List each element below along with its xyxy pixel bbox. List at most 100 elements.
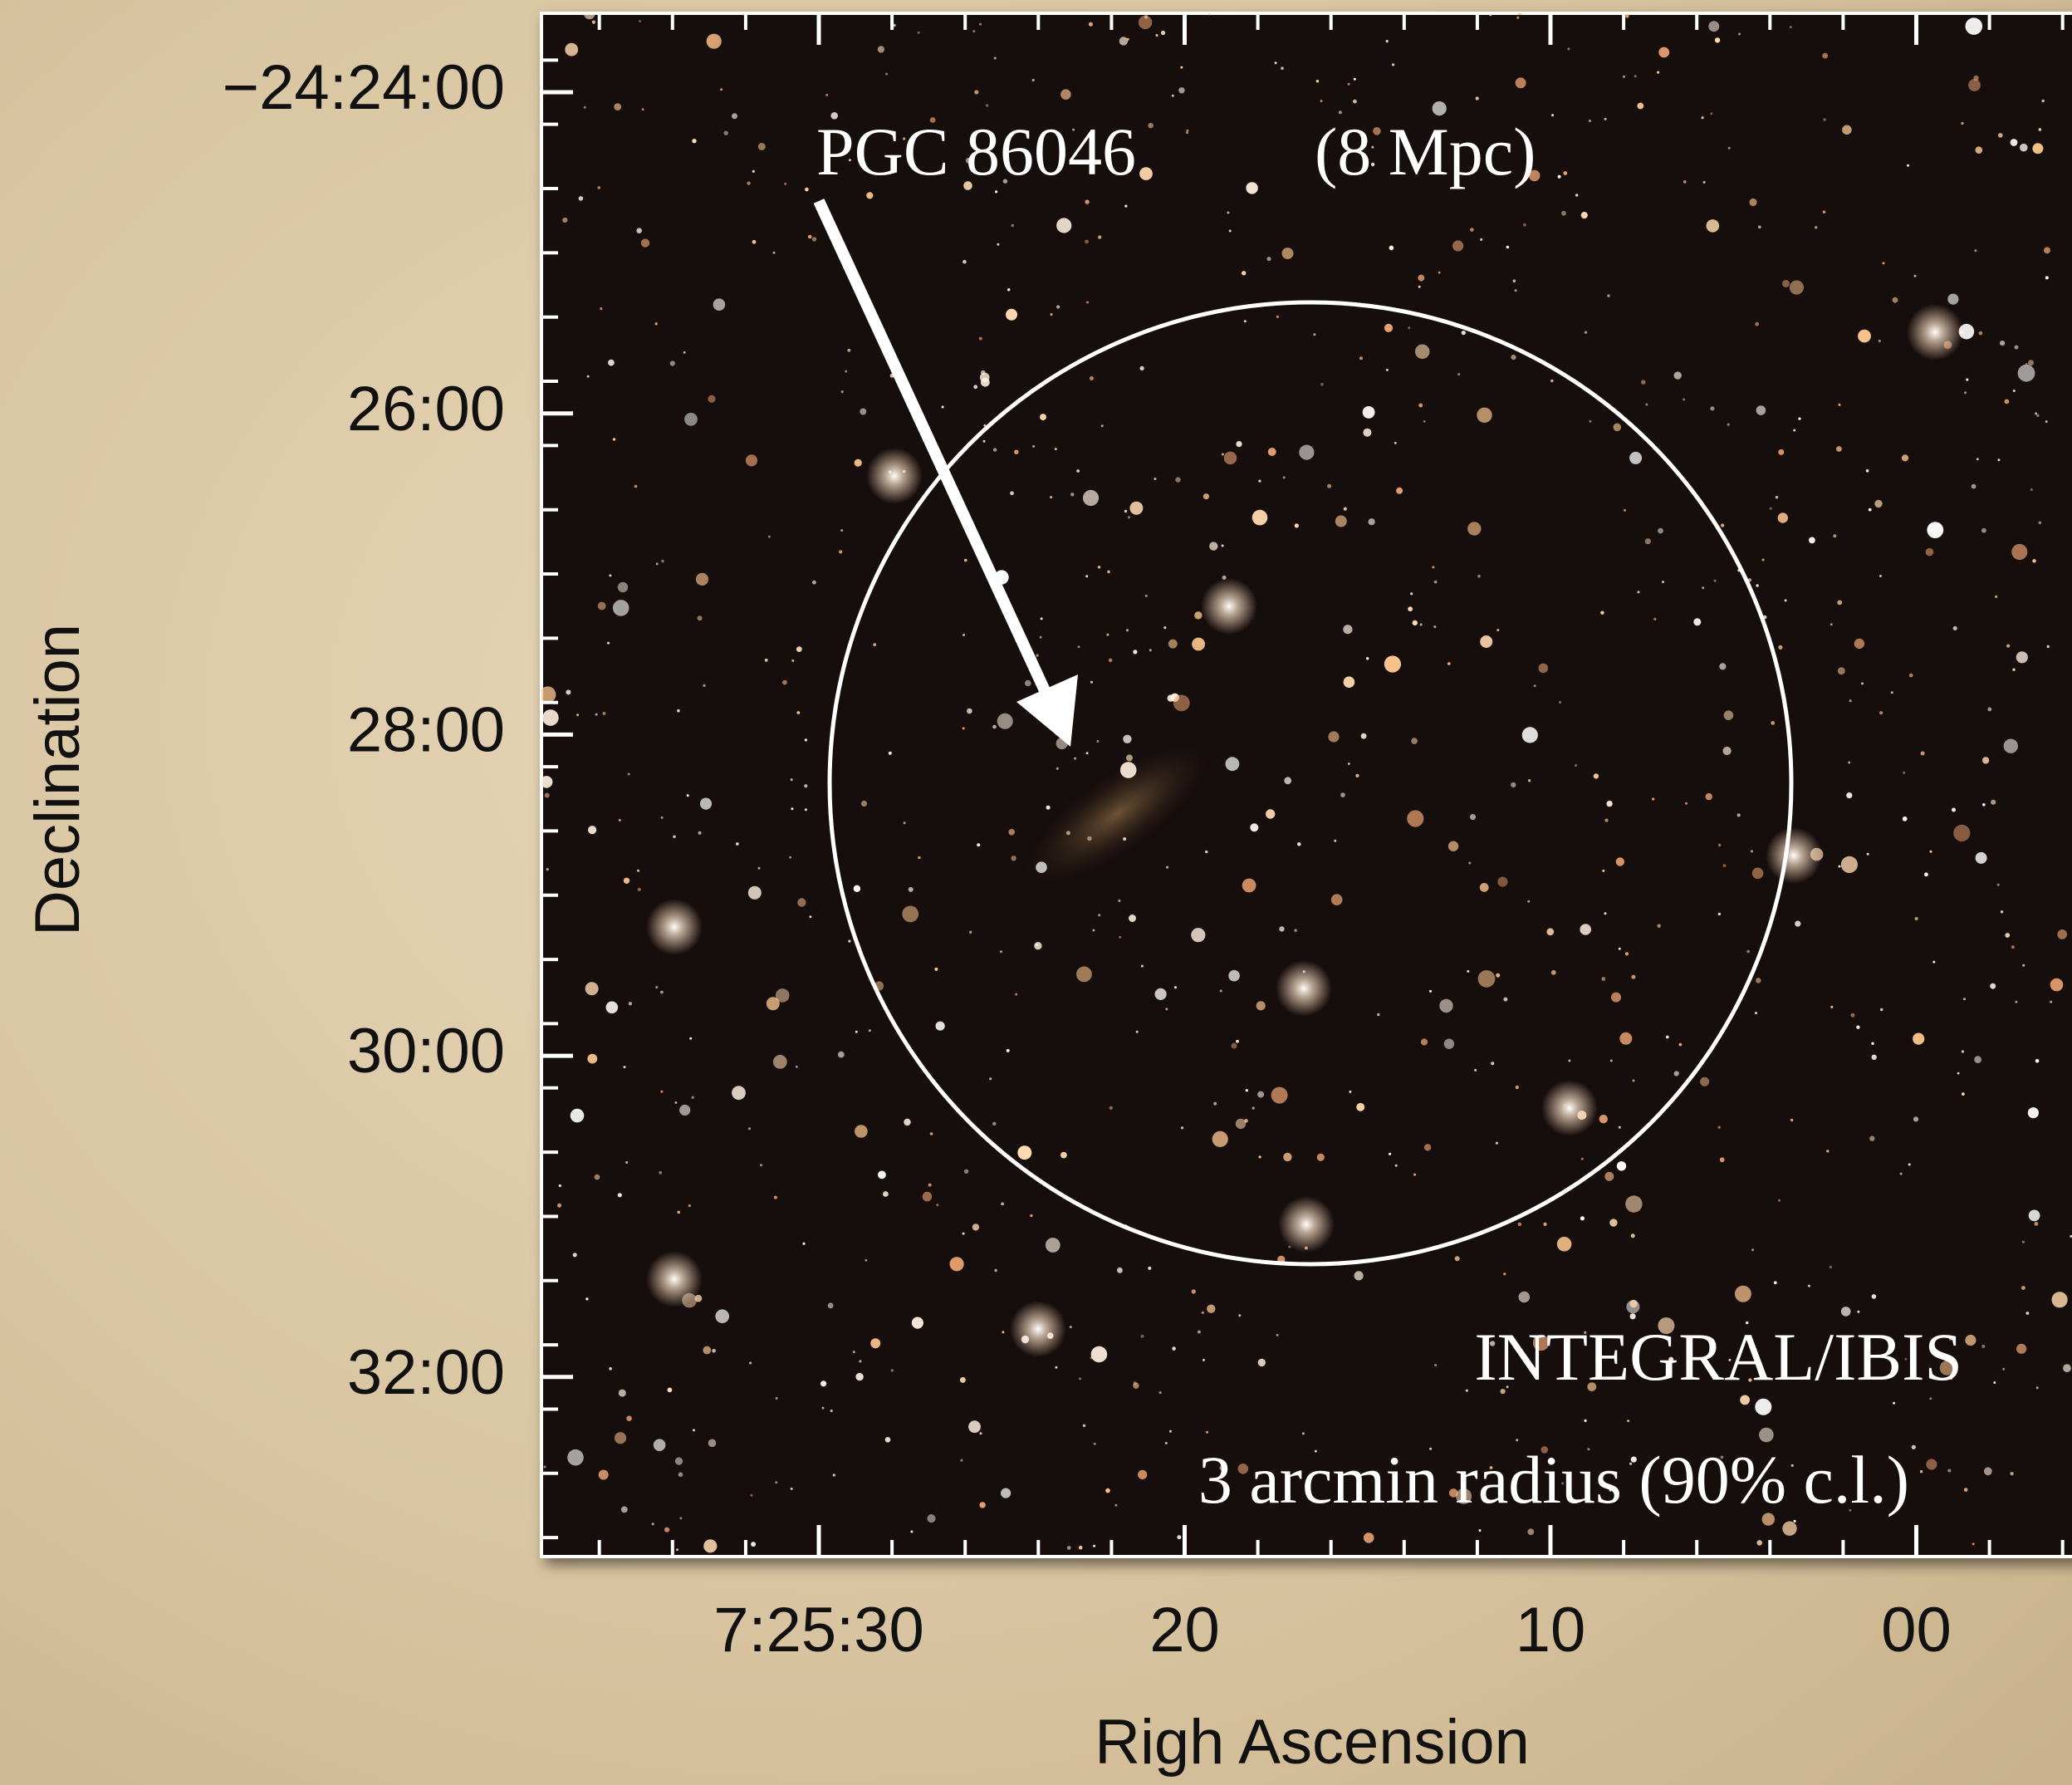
star <box>1808 1285 1810 1287</box>
star <box>1982 757 1989 763</box>
star <box>1506 246 1510 249</box>
star <box>1926 548 1934 557</box>
star <box>751 1494 753 1497</box>
star <box>576 714 579 716</box>
star <box>693 1429 695 1431</box>
star <box>774 1196 777 1199</box>
star <box>1645 404 1648 406</box>
star <box>855 1125 868 1138</box>
star <box>2016 1344 2026 1354</box>
star <box>660 1091 663 1093</box>
star <box>1192 1289 1196 1293</box>
star <box>1581 1158 1584 1160</box>
star <box>1907 164 1909 167</box>
star <box>615 1432 626 1444</box>
star <box>1489 13 1492 16</box>
star <box>1074 758 1076 760</box>
star <box>1836 446 1842 452</box>
star <box>678 1472 683 1477</box>
star <box>1175 477 1180 482</box>
star <box>1297 842 1301 846</box>
star <box>1282 248 1294 259</box>
star <box>546 868 549 870</box>
star <box>752 170 755 173</box>
star <box>707 36 718 47</box>
bright-star <box>1201 578 1257 635</box>
star <box>1140 366 1144 370</box>
x-tick-label: 00 <box>1881 1595 1952 1665</box>
star <box>1284 777 1291 784</box>
star <box>1126 629 1129 631</box>
star <box>2030 488 2033 491</box>
star <box>1279 926 1284 931</box>
star <box>1724 710 1734 720</box>
star <box>1874 500 1882 508</box>
star <box>865 1259 867 1262</box>
star <box>848 940 850 943</box>
star <box>614 103 621 110</box>
star <box>1205 851 1207 853</box>
star <box>964 1170 968 1174</box>
star <box>1014 450 1018 454</box>
star <box>703 684 705 687</box>
star <box>1710 406 1714 410</box>
star <box>833 1474 835 1476</box>
star <box>1078 645 1080 648</box>
bright-star <box>1907 304 1963 360</box>
star <box>1838 667 1845 674</box>
star <box>1191 928 1205 942</box>
star <box>655 322 658 325</box>
star <box>789 856 791 859</box>
star <box>664 1528 669 1532</box>
star <box>1929 1397 1932 1400</box>
star <box>1413 620 1418 625</box>
star <box>992 1122 996 1125</box>
star <box>608 360 615 366</box>
star <box>2004 739 2018 753</box>
star <box>1550 380 1553 382</box>
star <box>2028 1107 2039 1118</box>
star <box>1770 508 1772 510</box>
star <box>1979 331 1983 336</box>
star <box>567 1449 584 1466</box>
star <box>2012 669 2015 671</box>
star <box>641 238 649 247</box>
star <box>1415 345 1430 360</box>
star <box>1718 1126 1721 1129</box>
star <box>1258 480 1261 483</box>
star <box>708 1439 717 1448</box>
star <box>545 793 550 798</box>
star <box>2005 400 2010 405</box>
bright-star <box>646 1251 703 1307</box>
star <box>1631 1233 1635 1238</box>
star <box>677 709 680 713</box>
star <box>822 1407 825 1410</box>
star <box>562 218 567 223</box>
star <box>1313 333 1315 336</box>
star <box>805 808 807 811</box>
star <box>1839 866 1841 868</box>
star <box>973 385 977 389</box>
star <box>839 550 842 553</box>
star <box>1007 288 1010 291</box>
star <box>1518 1223 1521 1226</box>
star <box>1641 380 1646 385</box>
x-tick-label: 7:25:30 <box>713 1595 924 1665</box>
star <box>1252 1106 1255 1109</box>
star <box>1849 699 1852 702</box>
star <box>1168 640 1178 649</box>
star <box>1794 1520 1796 1523</box>
star <box>2011 1472 2014 1475</box>
star <box>1903 816 1908 821</box>
star <box>1090 376 1094 380</box>
star <box>1206 1431 1208 1434</box>
star <box>768 536 771 538</box>
star <box>1178 87 1184 93</box>
star <box>1032 79 1035 81</box>
star <box>1893 297 1898 303</box>
star <box>969 931 972 934</box>
star <box>1025 680 1031 687</box>
star <box>869 1029 871 1032</box>
star <box>1455 1256 1460 1261</box>
star <box>1236 441 1242 447</box>
